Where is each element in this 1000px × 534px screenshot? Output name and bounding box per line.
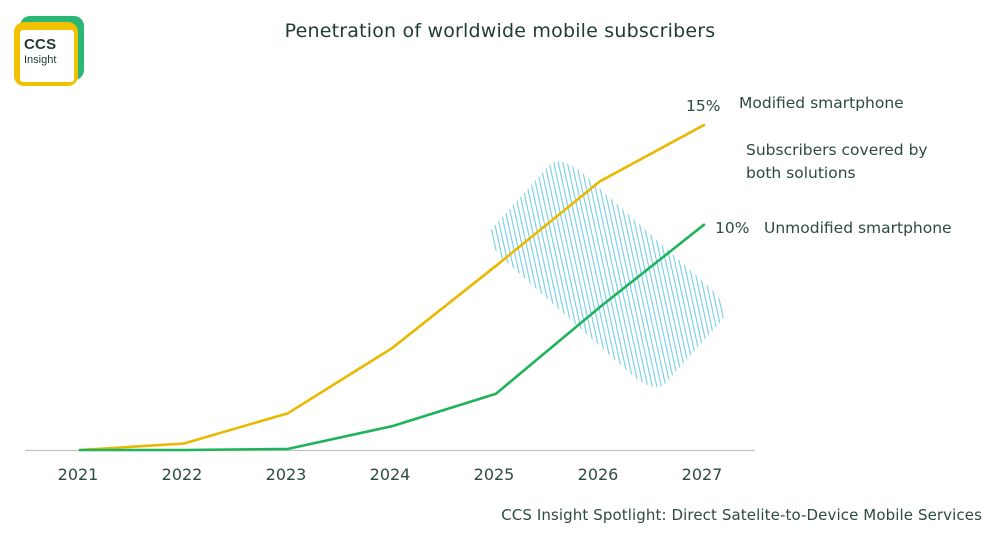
end-label-modified-value: 15% xyxy=(686,97,720,115)
x-tick-label: 2023 xyxy=(266,465,307,484)
x-tick-label: 2021 xyxy=(58,465,99,484)
x-tick-label: 2026 xyxy=(578,465,619,484)
logo-white-panel xyxy=(20,30,74,82)
annotation-overlap-line2: both solutions xyxy=(746,164,856,182)
ccs-insight-logo: CCS Insight xyxy=(14,14,94,94)
end-label-unmodified-name: Unmodified smartphone xyxy=(764,219,952,237)
logo-text-ccs: CCS xyxy=(24,36,57,53)
x-tick-label: 2025 xyxy=(474,465,515,484)
end-label-unmodified-value: 10% xyxy=(715,219,749,237)
x-tick-label: 2027 xyxy=(682,465,723,484)
overlap-region xyxy=(489,161,725,387)
x-tick-label: 2022 xyxy=(162,465,203,484)
series-line-modified xyxy=(78,123,706,452)
x-tick-label: 2024 xyxy=(370,465,411,484)
source-footer: CCS Insight Spotlight: Direct Satelite-t… xyxy=(501,506,982,524)
chart-title: Penetration of worldwide mobile subscrib… xyxy=(284,20,716,42)
series-line-unmodified xyxy=(78,223,706,452)
end-label-modified-name: Modified smartphone xyxy=(739,94,904,112)
logo-text-insight: Insight xyxy=(24,54,57,66)
annotation-overlap-line1: Subscribers covered by xyxy=(746,141,928,159)
